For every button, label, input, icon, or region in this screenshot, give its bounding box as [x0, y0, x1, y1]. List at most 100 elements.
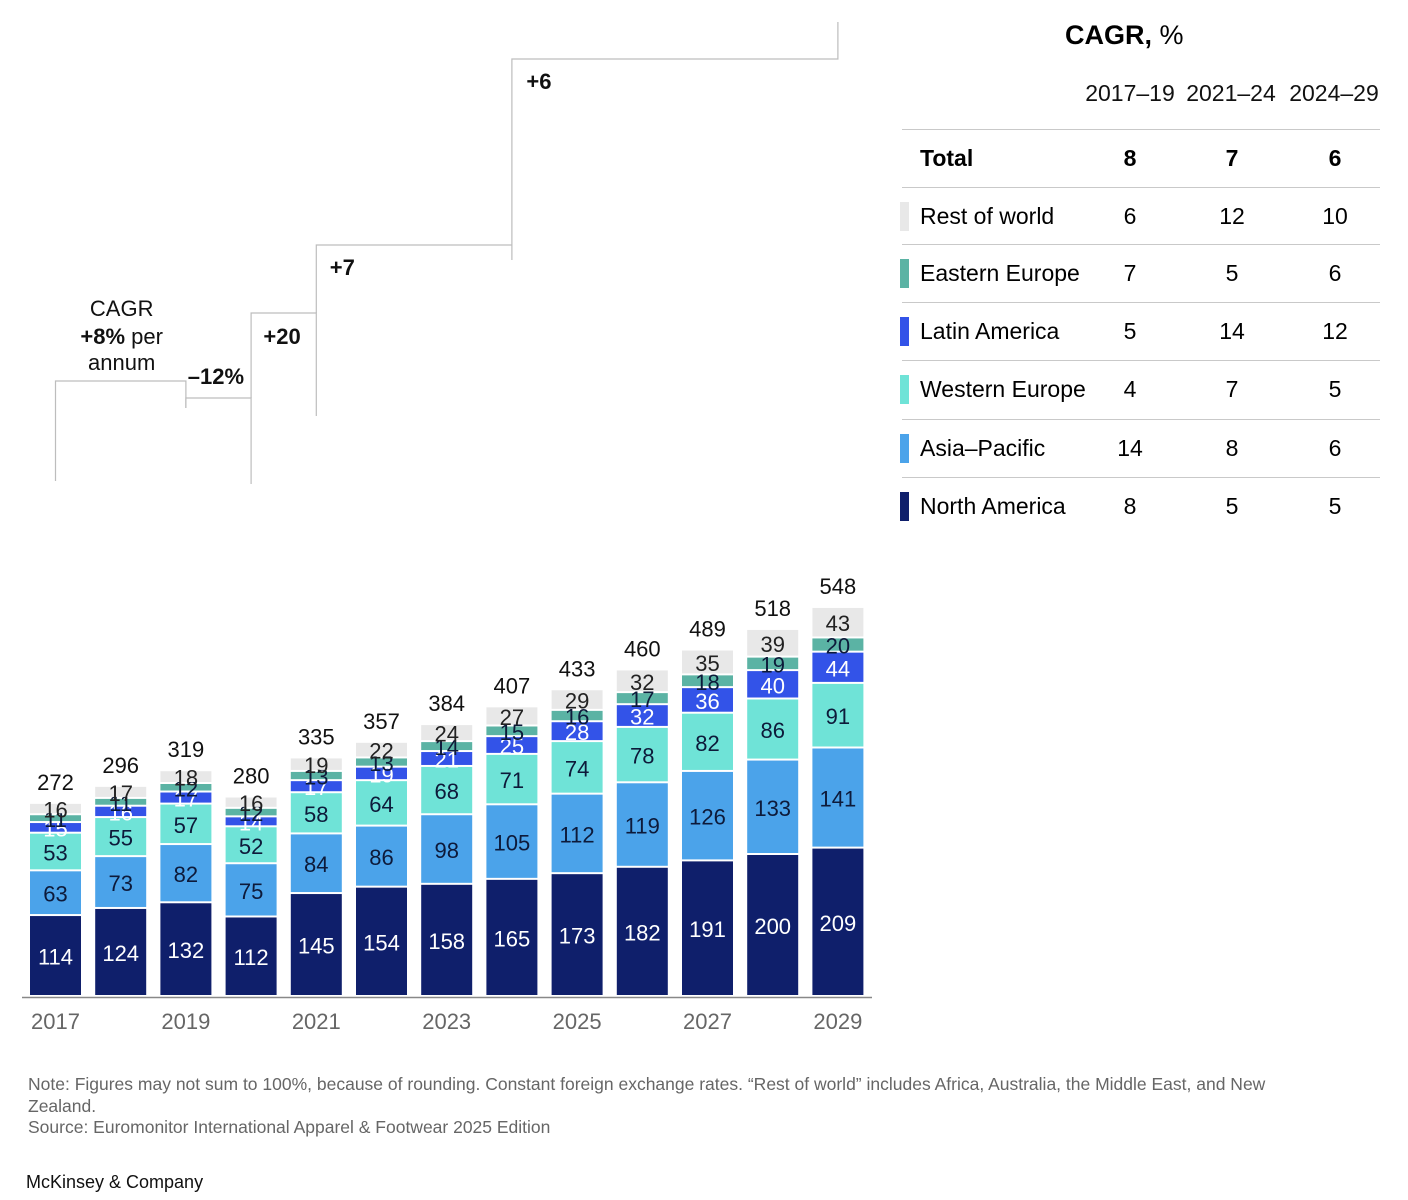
bar-segment [290, 894, 342, 995]
bar-segment [682, 771, 733, 860]
data-label: 68 [434, 779, 458, 804]
total-label: 357 [363, 709, 400, 734]
x-tick-label: 2029 [813, 1009, 862, 1034]
bar-segment [486, 805, 538, 878]
data-label: 19 [369, 762, 393, 787]
total-label: 319 [168, 737, 205, 762]
data-label: 145 [298, 934, 335, 959]
bar-segment [747, 671, 799, 698]
legend-swatch [900, 202, 909, 231]
bar-segment [225, 864, 277, 916]
data-label: 55 [108, 826, 132, 851]
data-label: 84 [304, 852, 328, 877]
cagr-value: 5 [1225, 260, 1239, 286]
data-label: 17 [304, 775, 328, 800]
cagr-row: Rest of world 6 12 10 [900, 187, 1380, 246]
cagr-value: 5 [1123, 318, 1137, 344]
brand-logo-text: McKinsey & Company [26, 1172, 204, 1192]
bar-segment [290, 834, 342, 893]
annotation-text: +7 [330, 255, 355, 280]
bar-segment [616, 670, 668, 692]
bar-segment [616, 705, 668, 726]
data-label: 98 [434, 838, 458, 863]
data-label: 132 [168, 938, 205, 963]
bar-segment [682, 650, 733, 674]
bar-segment [421, 725, 473, 741]
bar-segment [747, 760, 799, 853]
x-tick-label: 2019 [161, 1009, 210, 1034]
data-label: 73 [108, 871, 132, 896]
data-label: 24 [434, 722, 458, 747]
stacked-bar-chart: 1146353151116272201712473551611172961328… [22, 22, 872, 1034]
x-tick-label: 2021 [292, 1009, 341, 1034]
bar-segment [421, 742, 473, 751]
data-label: 11 [44, 807, 67, 832]
x-tick-label: 2027 [683, 1009, 732, 1034]
cagr-value: 12 [1219, 203, 1245, 229]
bar-segment [30, 815, 81, 822]
total-label: 407 [494, 673, 531, 698]
bar-segment [747, 657, 799, 670]
bar-segment [421, 884, 473, 995]
data-label: 112 [234, 945, 269, 970]
bar-segment [551, 742, 603, 793]
bar-segment [812, 848, 864, 995]
cagr-bracket [54, 380, 187, 481]
data-label: 53 [43, 841, 67, 866]
data-label: 64 [369, 792, 393, 817]
bar-segment [160, 845, 212, 902]
bar-segment [30, 916, 81, 995]
cagr-value: 14 [1117, 435, 1143, 461]
bar-segment [30, 803, 81, 814]
data-label: 11 [109, 791, 132, 816]
data-label: 191 [689, 917, 726, 942]
data-label: 28 [565, 720, 589, 745]
data-label: 58 [304, 802, 328, 827]
bar-segment [290, 771, 342, 780]
data-label: 29 [565, 689, 589, 714]
total-label: 489 [689, 617, 726, 642]
bar-segment [616, 783, 668, 866]
bar-segment [747, 699, 799, 759]
bar-segment [421, 766, 473, 814]
data-label: 82 [695, 731, 719, 756]
bar-segment [30, 823, 81, 832]
data-label: 35 [695, 651, 719, 676]
bar-segment [421, 752, 473, 765]
bar-segment [812, 638, 864, 651]
data-label: 25 [500, 734, 524, 759]
source-line: Source: Euromonitor International Appare… [28, 1117, 551, 1137]
data-label: 20 [826, 634, 850, 659]
bar-segment [356, 887, 407, 995]
data-label: 17 [630, 687, 654, 712]
cagr-value: 7 [1225, 145, 1239, 171]
data-label: 36 [695, 689, 719, 714]
bar-segment [95, 908, 147, 995]
total-label: 335 [298, 724, 335, 749]
bar-segment [682, 675, 733, 687]
bar-segment [421, 815, 473, 883]
bar-segment [30, 833, 81, 870]
cagr-row-label: Asia–Pacific [920, 435, 1046, 461]
bar-segment [356, 826, 407, 886]
bar-segment [160, 792, 212, 803]
bar-segment [225, 797, 277, 807]
data-label: 63 [43, 882, 67, 907]
data-label: 17 [108, 781, 132, 806]
data-label: 18 [174, 766, 198, 791]
data-label: 154 [363, 930, 400, 955]
cagr-value: 8 [1123, 493, 1137, 519]
cagr-value: 5 [1225, 493, 1239, 519]
bar-segment [160, 903, 212, 995]
bar-segment [551, 722, 603, 741]
cagr-value: 4 [1123, 376, 1137, 402]
total-label: 384 [428, 691, 465, 716]
bar-segment [290, 781, 342, 792]
bar-segment [95, 857, 147, 907]
cagr-value: 7 [1225, 376, 1239, 402]
bar-segment [551, 874, 603, 995]
bar-segment [30, 871, 81, 915]
x-tick-label: 2025 [553, 1009, 602, 1034]
bar-segment [616, 867, 668, 995]
data-label: 43 [826, 611, 850, 636]
